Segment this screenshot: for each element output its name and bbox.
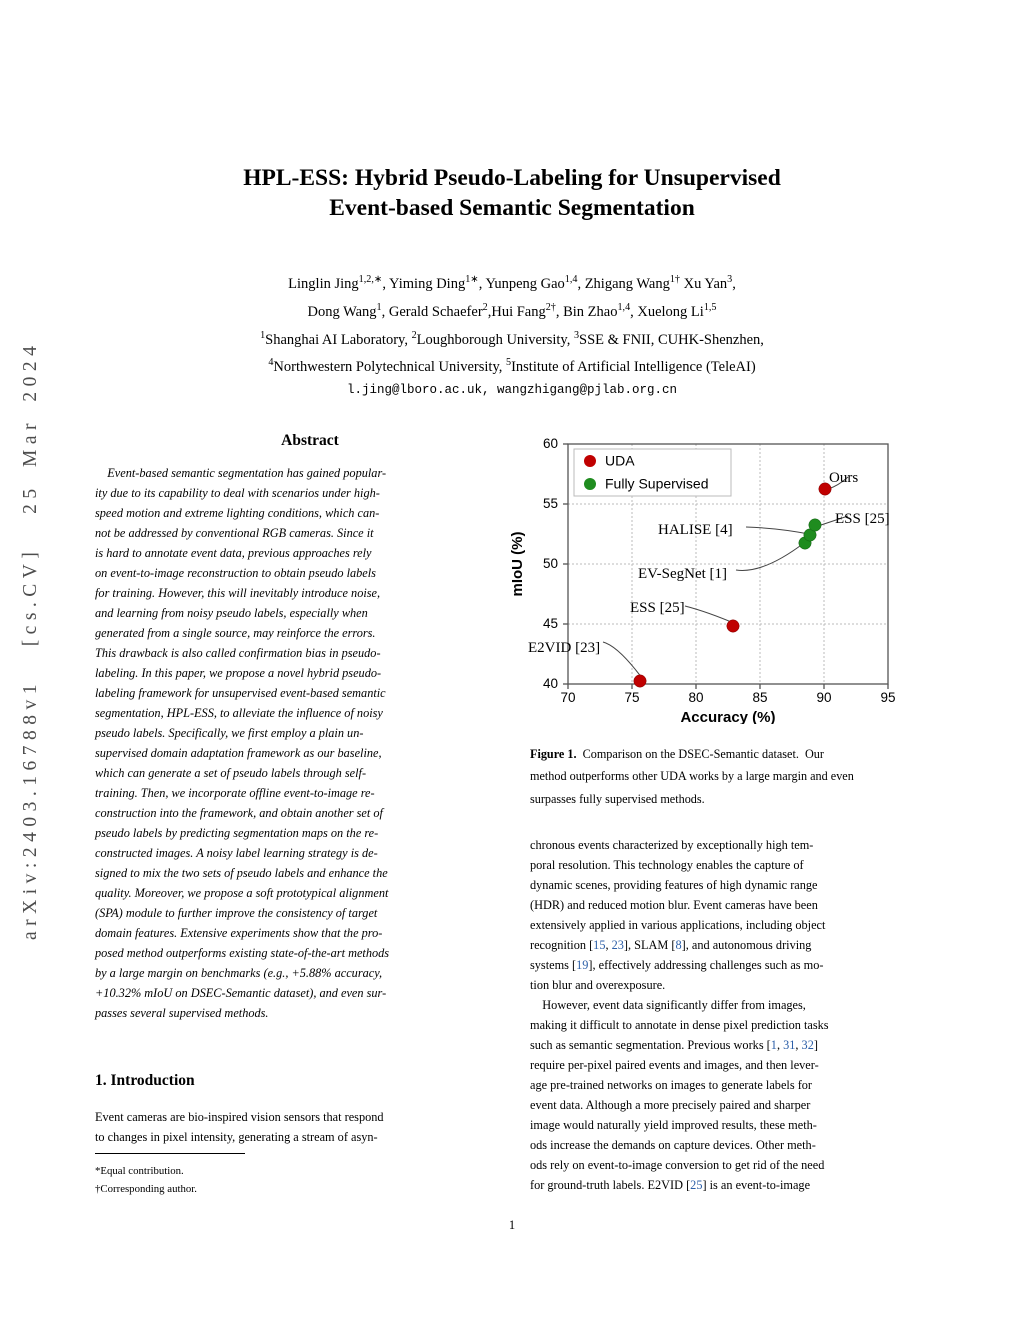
svg-text:Accuracy (%): Accuracy (%) <box>680 709 775 724</box>
svg-text:90: 90 <box>816 690 831 705</box>
svg-text:ESS [25]: ESS [25] <box>630 600 685 616</box>
svg-text:EV-SegNet [1]: EV-SegNet [1] <box>638 566 727 582</box>
svg-text:45: 45 <box>543 616 558 631</box>
svg-text:40: 40 <box>543 676 558 691</box>
svg-text:80: 80 <box>688 690 703 705</box>
svg-text:85: 85 <box>752 690 767 705</box>
svg-text:70: 70 <box>560 690 575 705</box>
svg-text:ESS [25]: ESS [25] <box>835 511 890 527</box>
svg-text:Ours: Ours <box>829 470 858 486</box>
svg-text:HALISE [4]: HALISE [4] <box>658 522 733 538</box>
svg-text:Fully Supervised: Fully Supervised <box>605 476 709 492</box>
svg-text:75: 75 <box>624 690 639 705</box>
svg-text:UDA: UDA <box>605 453 635 469</box>
svg-text:mIoU (%): mIoU (%) <box>509 532 526 597</box>
svg-text:60: 60 <box>543 436 558 451</box>
svg-text:55: 55 <box>543 496 558 511</box>
svg-text:E2VID [23]: E2VID [23] <box>528 640 600 656</box>
svg-text:95: 95 <box>880 690 895 705</box>
svg-text:50: 50 <box>543 556 558 571</box>
